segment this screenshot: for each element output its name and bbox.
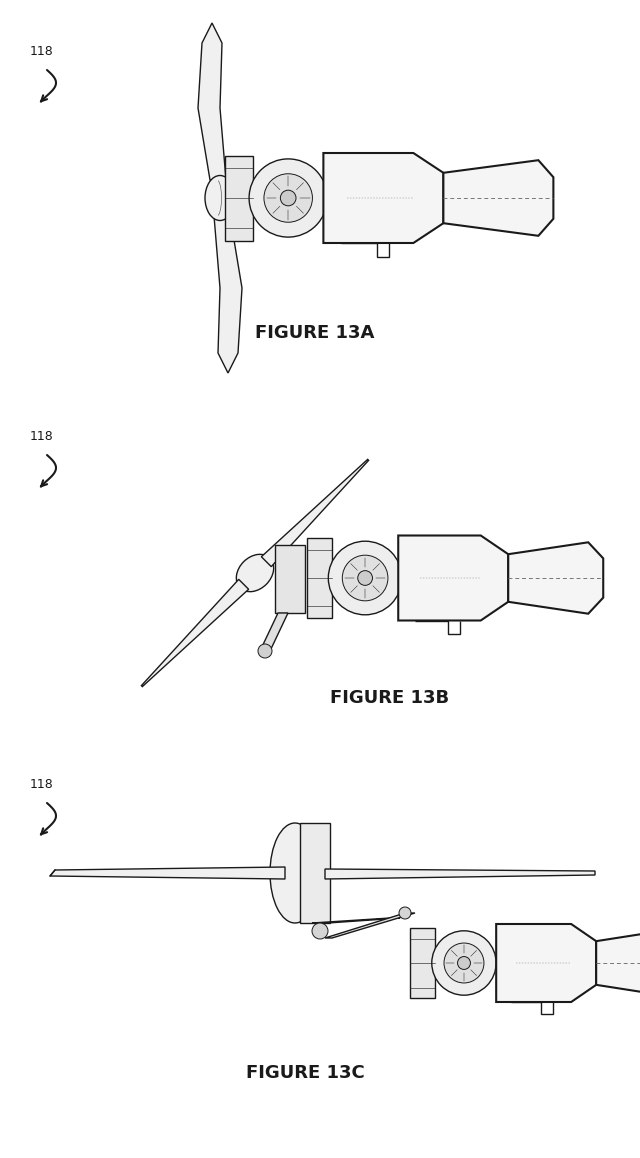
Polygon shape: [312, 918, 400, 923]
Circle shape: [342, 555, 388, 601]
Text: 118: 118: [30, 778, 54, 791]
Bar: [225, 155, 253, 241]
Circle shape: [358, 571, 372, 585]
Text: 118: 118: [30, 430, 54, 444]
Bar: [410, 928, 435, 998]
Polygon shape: [596, 930, 640, 996]
Polygon shape: [260, 613, 288, 651]
Circle shape: [280, 190, 296, 206]
Circle shape: [258, 644, 272, 658]
Polygon shape: [323, 153, 444, 243]
Polygon shape: [496, 924, 596, 1002]
Ellipse shape: [270, 823, 320, 923]
Circle shape: [264, 174, 312, 222]
Polygon shape: [325, 913, 415, 938]
Ellipse shape: [205, 176, 235, 220]
Circle shape: [458, 957, 470, 969]
Polygon shape: [398, 535, 508, 621]
Text: FIGURE 13C: FIGURE 13C: [246, 1064, 364, 1082]
Polygon shape: [325, 868, 595, 879]
Polygon shape: [141, 579, 248, 687]
Text: 118: 118: [30, 45, 54, 58]
Polygon shape: [50, 867, 285, 879]
Polygon shape: [198, 23, 226, 179]
Polygon shape: [508, 542, 604, 614]
Circle shape: [399, 907, 411, 919]
Polygon shape: [444, 160, 554, 236]
Circle shape: [432, 931, 496, 995]
Text: FIGURE 13A: FIGURE 13A: [255, 324, 374, 342]
Polygon shape: [214, 217, 242, 373]
Circle shape: [444, 943, 484, 983]
Ellipse shape: [236, 555, 274, 592]
Bar: [307, 538, 332, 618]
Circle shape: [249, 159, 327, 237]
Polygon shape: [261, 460, 369, 566]
Polygon shape: [275, 545, 305, 613]
Polygon shape: [300, 823, 330, 923]
Circle shape: [312, 923, 328, 939]
Text: FIGURE 13B: FIGURE 13B: [330, 689, 449, 708]
Circle shape: [328, 541, 402, 615]
